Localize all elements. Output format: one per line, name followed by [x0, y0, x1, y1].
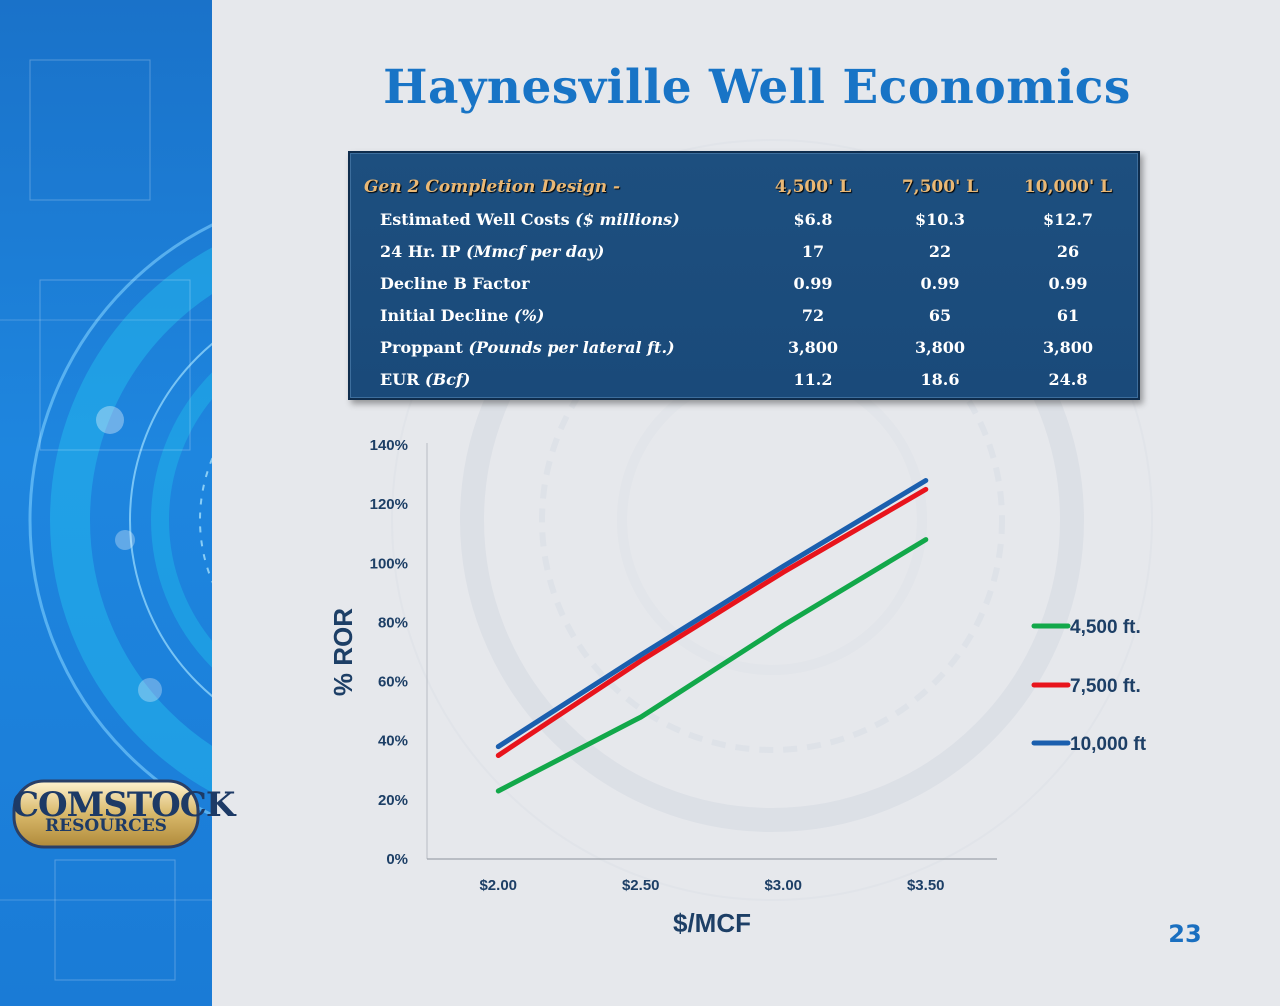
x-tick-label: $2.00: [479, 877, 517, 894]
cell-value: 18.6: [920, 370, 960, 389]
x-axis-title: $/MCF: [673, 908, 751, 938]
cell-value: 3,800: [1042, 338, 1094, 357]
column-header-10000: 10,000' L: [1023, 177, 1113, 197]
cell-value: 0.99: [1048, 274, 1088, 293]
completion-design-table: Gen 2 Completion Design - 4,500' L 7,500…: [348, 151, 1140, 400]
cell-value: 22: [928, 242, 952, 261]
series-line-1: [495, 537, 929, 794]
cell-value: 26: [1056, 242, 1080, 261]
row-label: 24 Hr. IP (Mmcf per day): [380, 242, 605, 261]
y-tick-label: 20%: [378, 792, 408, 809]
slide-title: Haynesville Well Economics: [383, 60, 1131, 115]
y-tick-label: 120%: [370, 496, 408, 513]
table-row: Estimated Well Costs ($ millions) $6.8 $…: [350, 204, 1138, 236]
table-row: Initial Decline (%) 72 65 61: [350, 300, 1138, 332]
y-tick-label: 0%: [386, 851, 408, 868]
cell-value: 3,800: [787, 338, 839, 357]
row-label: EUR (Bcf): [380, 370, 471, 389]
cell-value: 65: [928, 306, 952, 325]
y-tick-label: 40%: [378, 733, 408, 750]
row-label: Decline B Factor: [380, 274, 530, 293]
logo-word-comstock: COMSTOCK: [12, 785, 235, 825]
row-label: Proppant (Pounds per lateral ft.): [380, 338, 675, 357]
table-header-label: Gen 2 Completion Design -: [364, 177, 621, 197]
table-header-row: Gen 2 Completion Design - 4,500' L 7,500…: [350, 171, 1138, 203]
column-header-7500: 7,500' L: [901, 177, 979, 197]
logo-word-resources: RESOURCES: [45, 816, 167, 836]
x-tick-label: $3.00: [764, 877, 802, 894]
column-header-4500: 4,500' L: [774, 177, 852, 197]
legend-label: 10,000 ft: [1070, 734, 1147, 755]
cell-value: 17: [801, 242, 825, 261]
company-logo: COMSTOCK RESOURCES: [12, 779, 235, 849]
page-number: 23: [1168, 920, 1202, 948]
table-row: Proppant (Pounds per lateral ft.) 3,800 …: [350, 332, 1138, 364]
series-line-3: [495, 478, 929, 750]
cell-value: 3,800: [914, 338, 966, 357]
table-row: Decline B Factor 0.99 0.99 0.99: [350, 268, 1138, 300]
legend-label: 7,500 ft.: [1070, 676, 1141, 697]
cell-value: 72: [801, 306, 825, 325]
cell-value: 24.8: [1048, 370, 1088, 389]
table-row: 24 Hr. IP (Mmcf per day) 17 22 26: [350, 236, 1138, 268]
legend-label: 4,500 ft.: [1070, 617, 1141, 638]
cell-value: 0.99: [920, 274, 960, 293]
y-axis-title: % ROR: [328, 608, 358, 696]
x-tick-label: $3.50: [907, 877, 945, 894]
y-tick-label: 60%: [378, 674, 408, 691]
cell-value: 0.99: [793, 274, 833, 293]
cell-value: 11.2: [793, 370, 833, 389]
y-tick-label: 100%: [370, 555, 408, 572]
row-label: Initial Decline (%): [380, 306, 545, 325]
cell-value: $10.3: [914, 210, 966, 229]
series-line-2: [495, 486, 929, 758]
row-label: Estimated Well Costs ($ millions): [380, 210, 680, 229]
y-tick-label: 80%: [378, 614, 408, 631]
x-tick-label: $2.50: [622, 877, 660, 894]
logo-badge-shape: [12, 779, 200, 849]
cell-value: $12.7: [1042, 210, 1094, 229]
table-row: EUR (Bcf) 11.2 18.6 24.8: [350, 364, 1138, 396]
y-tick-label: 140%: [370, 437, 408, 454]
cell-value: 61: [1056, 306, 1080, 325]
cell-value: $6.8: [793, 210, 833, 229]
tech-pattern-decoration: [0, 59, 212, 981]
